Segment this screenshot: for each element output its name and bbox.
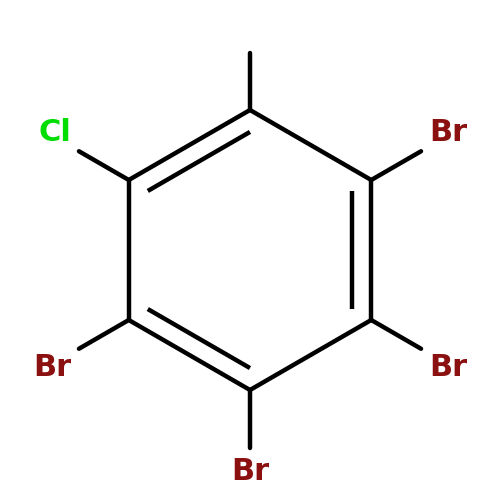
Text: Br: Br bbox=[231, 456, 269, 486]
Text: Br: Br bbox=[429, 353, 467, 382]
Text: Br: Br bbox=[33, 353, 71, 382]
Text: Cl: Cl bbox=[38, 118, 71, 147]
Text: Br: Br bbox=[429, 118, 467, 147]
